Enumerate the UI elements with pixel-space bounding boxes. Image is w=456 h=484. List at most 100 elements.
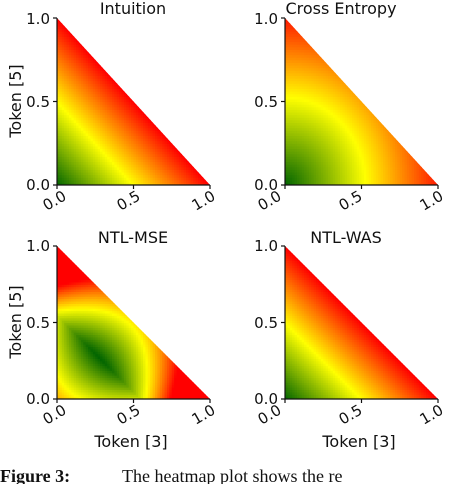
heatmap-cell <box>320 88 324 92</box>
heatmap-cell <box>107 182 111 185</box>
heatmap-cell <box>371 148 375 152</box>
heatmap-cell <box>162 166 166 170</box>
heatmap-cell <box>66 96 70 100</box>
heatmap-cell <box>68 310 72 314</box>
heatmap-cell <box>133 132 137 137</box>
heatmap-cell <box>159 138 163 142</box>
heatmap-cell <box>289 117 293 121</box>
heatmap-cell <box>80 64 84 69</box>
heatmap-cell <box>145 179 149 183</box>
heatmap-cell <box>83 358 87 362</box>
heatmap-cell <box>121 158 125 163</box>
heatmap-cell <box>320 158 324 163</box>
heatmap-cell <box>104 80 108 84</box>
heatmap-cell <box>394 179 398 183</box>
heatmap-cell <box>335 83 339 87</box>
heatmap-cell <box>100 88 104 92</box>
heatmap-cell <box>88 286 92 290</box>
heatmap-cell <box>289 72 293 77</box>
heatmap-cell <box>71 93 75 97</box>
heatmap-cell <box>71 339 75 343</box>
heatmap-cell <box>394 143 398 147</box>
heatmap-cell <box>323 161 327 165</box>
heatmap-cell <box>337 122 341 126</box>
heatmap-cell <box>71 332 75 336</box>
heatmap-cell <box>157 158 161 163</box>
heatmap-cell <box>316 114 320 118</box>
heatmap-cell <box>114 96 118 100</box>
heatmap-cell <box>114 114 118 118</box>
heatmap-cell <box>152 169 156 173</box>
heatmap-cell <box>71 360 75 364</box>
heatmap-cell <box>308 106 312 110</box>
heatmap-cell <box>304 153 308 157</box>
heatmap-cell <box>356 182 360 185</box>
heatmap-cell <box>76 138 80 142</box>
heatmap-cell <box>301 98 305 103</box>
heatmap-cell <box>159 132 163 137</box>
heatmap-cell <box>301 91 305 95</box>
heatmap-cell <box>171 153 175 157</box>
heatmap-cell <box>308 138 312 142</box>
heatmap-cell <box>285 174 288 178</box>
heatmap-cell <box>68 358 72 362</box>
heatmap-cell <box>66 140 70 144</box>
heatmap-cell <box>68 153 72 157</box>
heatmap-cell <box>342 158 346 163</box>
heatmap-cell <box>131 166 135 170</box>
heatmap-cell <box>411 179 415 183</box>
heatmap-cell <box>287 51 291 56</box>
heatmap-cell <box>111 174 115 178</box>
heatmap-cell <box>83 151 87 155</box>
heatmap-cell <box>285 57 288 61</box>
heatmap-cell <box>92 119 96 123</box>
heatmap-cell <box>76 145 80 150</box>
heatmap-cell <box>90 98 94 103</box>
heatmap-cell <box>306 80 310 84</box>
heatmap-cell <box>138 111 142 116</box>
heatmap-cell <box>73 72 77 77</box>
heatmap-cell <box>80 269 84 273</box>
heatmap-cell <box>347 122 351 126</box>
heatmap-cell <box>301 101 305 105</box>
heatmap-cell <box>392 161 396 165</box>
heatmap-cell <box>123 135 127 139</box>
heatmap-cell <box>285 164 288 168</box>
heatmap-cell <box>325 80 329 84</box>
heatmap-cell <box>85 382 89 386</box>
heatmap-cell <box>71 177 75 181</box>
heatmap-cell <box>285 106 288 110</box>
heatmap-cell <box>351 182 355 185</box>
heatmap-cell <box>287 138 291 142</box>
heatmap-cell <box>183 169 187 173</box>
heatmap-cell <box>97 80 101 84</box>
heatmap-cell <box>59 279 63 283</box>
heatmap-cell <box>78 363 82 367</box>
heatmap-cell <box>59 20 63 24</box>
heatmap-cell <box>64 75 68 79</box>
heatmap-cell <box>104 91 108 95</box>
heatmap-cell <box>128 101 132 105</box>
heatmap-cell <box>147 174 151 178</box>
heatmap-cell <box>404 153 408 157</box>
heatmap-cell <box>83 109 87 113</box>
heatmap-cell <box>361 166 365 170</box>
heatmap-cell <box>83 140 87 144</box>
heatmap-cell <box>339 182 343 185</box>
heatmap-cell <box>57 355 60 359</box>
heatmap-cell <box>402 182 406 185</box>
heatmap-cell <box>318 156 322 160</box>
heatmap-cell <box>85 360 89 364</box>
heatmap-cell <box>418 179 422 183</box>
heatmap-cell <box>316 101 320 105</box>
heatmap-cell <box>135 132 139 137</box>
heatmap-cell <box>301 153 305 157</box>
heatmap-cell <box>102 96 106 100</box>
heatmap-cell <box>356 153 360 157</box>
heatmap-cell <box>387 169 391 173</box>
heatmap-cell <box>306 59 310 63</box>
heatmap-cell <box>119 177 123 181</box>
heatmap-cell <box>66 88 70 92</box>
heatmap-cell <box>80 322 84 326</box>
heatmap-cell <box>80 272 84 276</box>
